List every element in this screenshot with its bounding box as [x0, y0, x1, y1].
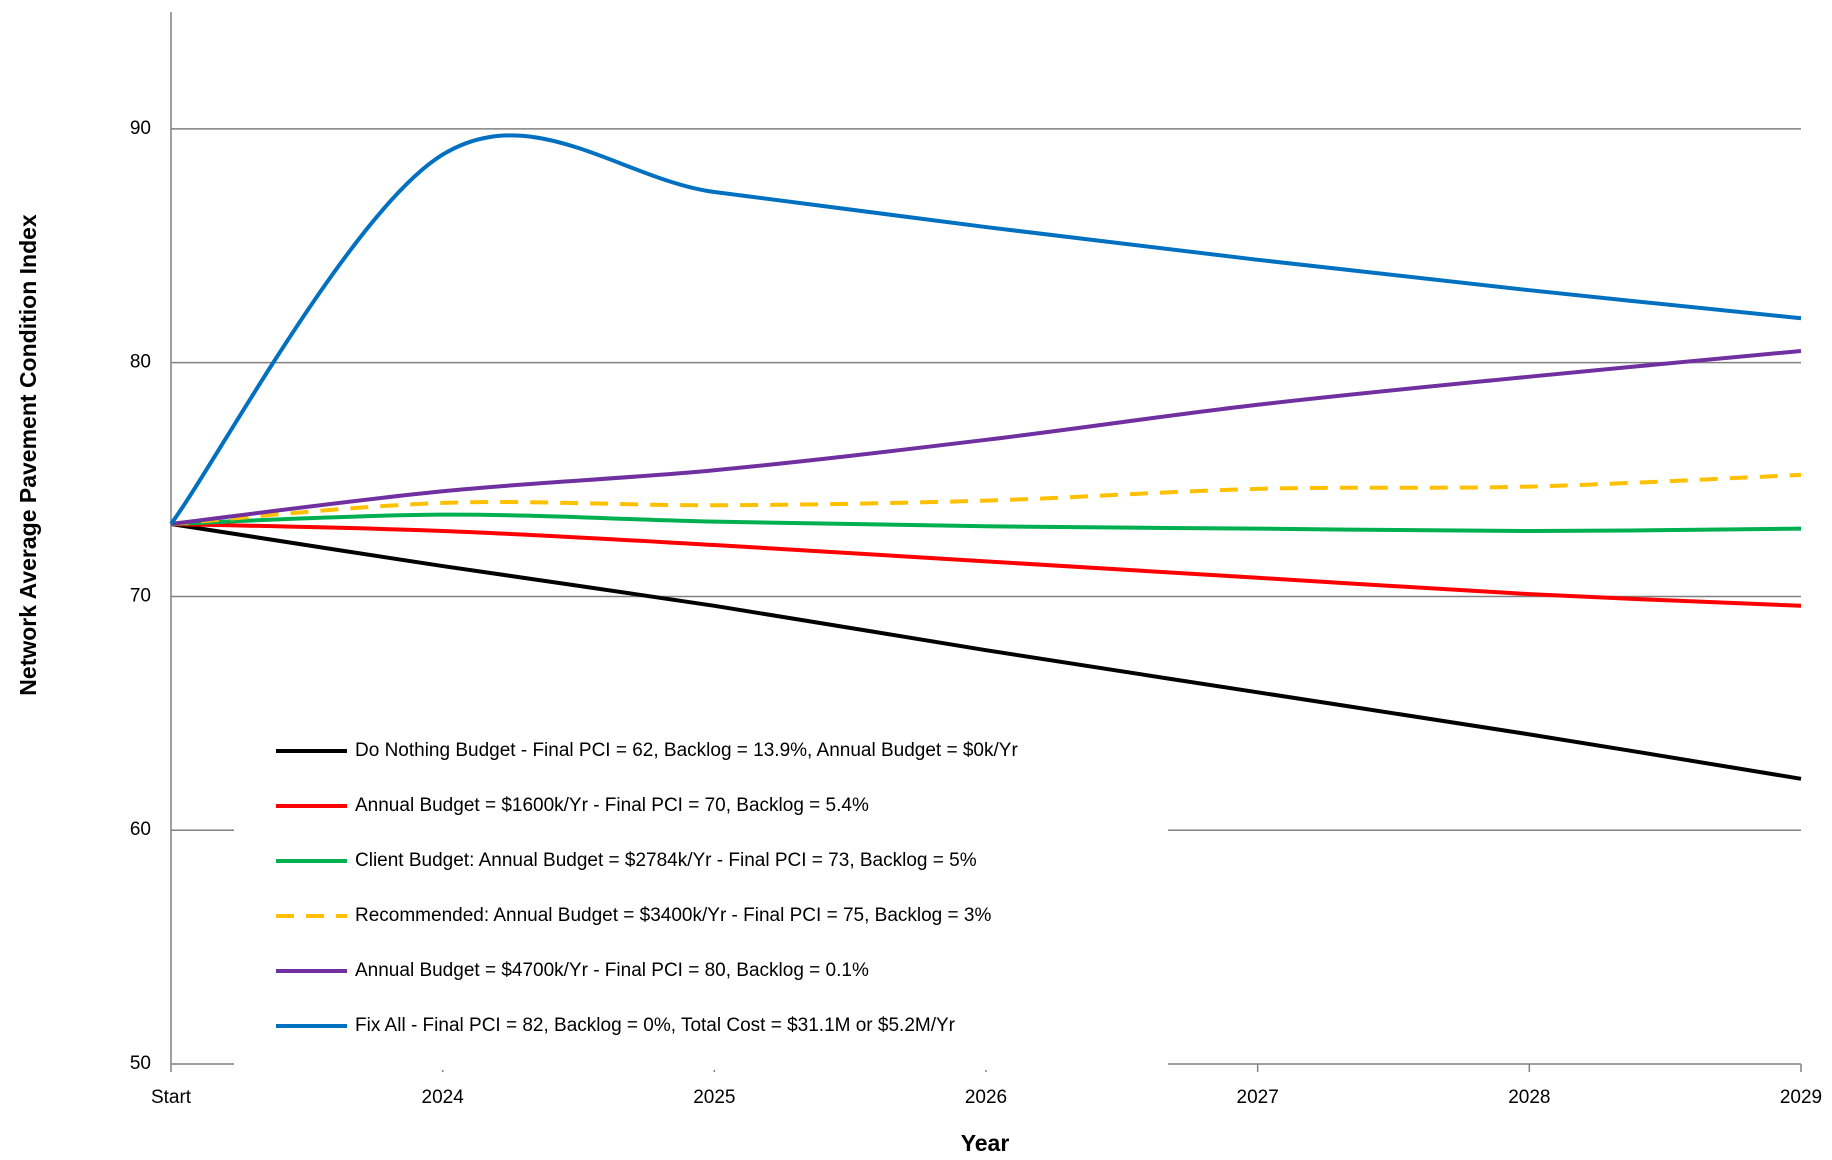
x-tick-label: 2026: [965, 1087, 1007, 1108]
y-tick-label: 80: [130, 352, 151, 373]
x-tick-label: 2027: [1237, 1087, 1279, 1108]
y-tick-label: 70: [130, 585, 151, 606]
x-axis-title: Year: [961, 1130, 1010, 1156]
legend-label: Client Budget: Annual Budget = $2784k/Yr…: [355, 850, 977, 871]
x-tick-label: 2025: [693, 1087, 735, 1108]
x-tick-label: 2029: [1780, 1087, 1822, 1108]
y-axis-title: Network Average Pavement Condition Index: [15, 214, 41, 696]
x-tick-label: 2028: [1508, 1087, 1550, 1108]
legend-label: Do Nothing Budget - Final PCI = 62, Back…: [355, 740, 1018, 761]
y-tick-label: 60: [130, 819, 151, 840]
series-line: [170, 348, 1802, 526]
legend-label: Recommended: Annual Budget = $3400k/Yr -…: [355, 905, 991, 926]
series-line: [169, 133, 1802, 526]
x-tick-label: Start: [151, 1087, 192, 1108]
legend-label: Fix All - Final PCI = 82, Backlog = 0%, …: [355, 1015, 956, 1036]
series-line: [170, 472, 1802, 526]
legend-box: [234, 730, 1168, 1070]
series-line: [170, 521, 1802, 608]
y-tick-label: 90: [130, 118, 151, 139]
legend-label: Annual Budget = $4700k/Yr - Final PCI = …: [355, 960, 869, 981]
x-tick-label: 2024: [422, 1087, 465, 1108]
series-line: [170, 512, 1802, 533]
legend-label: Annual Budget = $1600k/Yr - Final PCI = …: [355, 795, 869, 816]
y-tick-label: 50: [130, 1053, 151, 1074]
series-line: [170, 521, 1802, 781]
